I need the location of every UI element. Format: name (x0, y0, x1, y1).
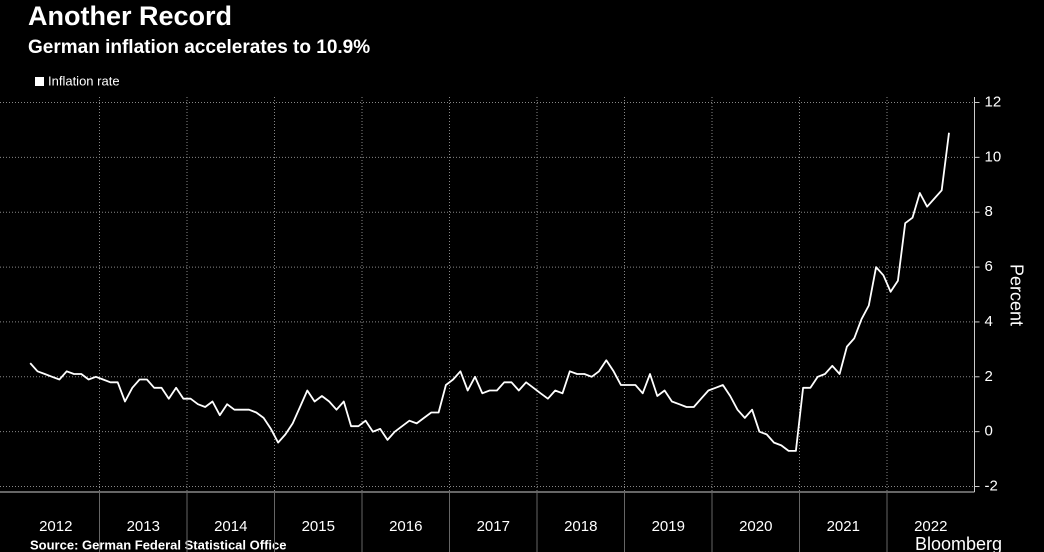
x-tick-label: 2015 (302, 518, 335, 535)
y-tick-label: 0 (985, 423, 993, 440)
x-tick-label: 2012 (39, 518, 72, 535)
y-tick-label: 8 (985, 203, 993, 220)
legend-label: Inflation rate (48, 73, 120, 88)
chart-title: Another Record (28, 1, 232, 31)
brand: Bloomberg (915, 534, 1002, 552)
x-tick-label: 2013 (127, 518, 160, 535)
x-tick-label: 2017 (477, 518, 510, 535)
x-tick-label: 2014 (214, 518, 247, 535)
y-tick-label: 6 (985, 258, 993, 275)
y-axis-label: Percent (1006, 264, 1026, 326)
x-tick-label: 2021 (827, 518, 860, 535)
y-tick-label: -2 (985, 477, 998, 494)
x-tick-label: 2016 (389, 518, 422, 535)
y-tick-label: 12 (985, 93, 1002, 110)
line (29, 132, 950, 452)
legend-swatch (35, 77, 44, 86)
x-tick-label: 2022 (914, 518, 947, 535)
y-tick-label: 2 (985, 368, 993, 385)
y-tick-label: 4 (985, 313, 993, 330)
x-tick-label: 2018 (564, 518, 597, 535)
chart-subtitle: German inflation accelerates to 10.9% (28, 37, 370, 58)
y-tick-label: 10 (985, 148, 1002, 165)
source: Source: German Federal Statistical Offic… (30, 537, 286, 552)
x-tick-label: 2020 (739, 518, 772, 535)
x-tick-label: 2019 (652, 518, 685, 535)
